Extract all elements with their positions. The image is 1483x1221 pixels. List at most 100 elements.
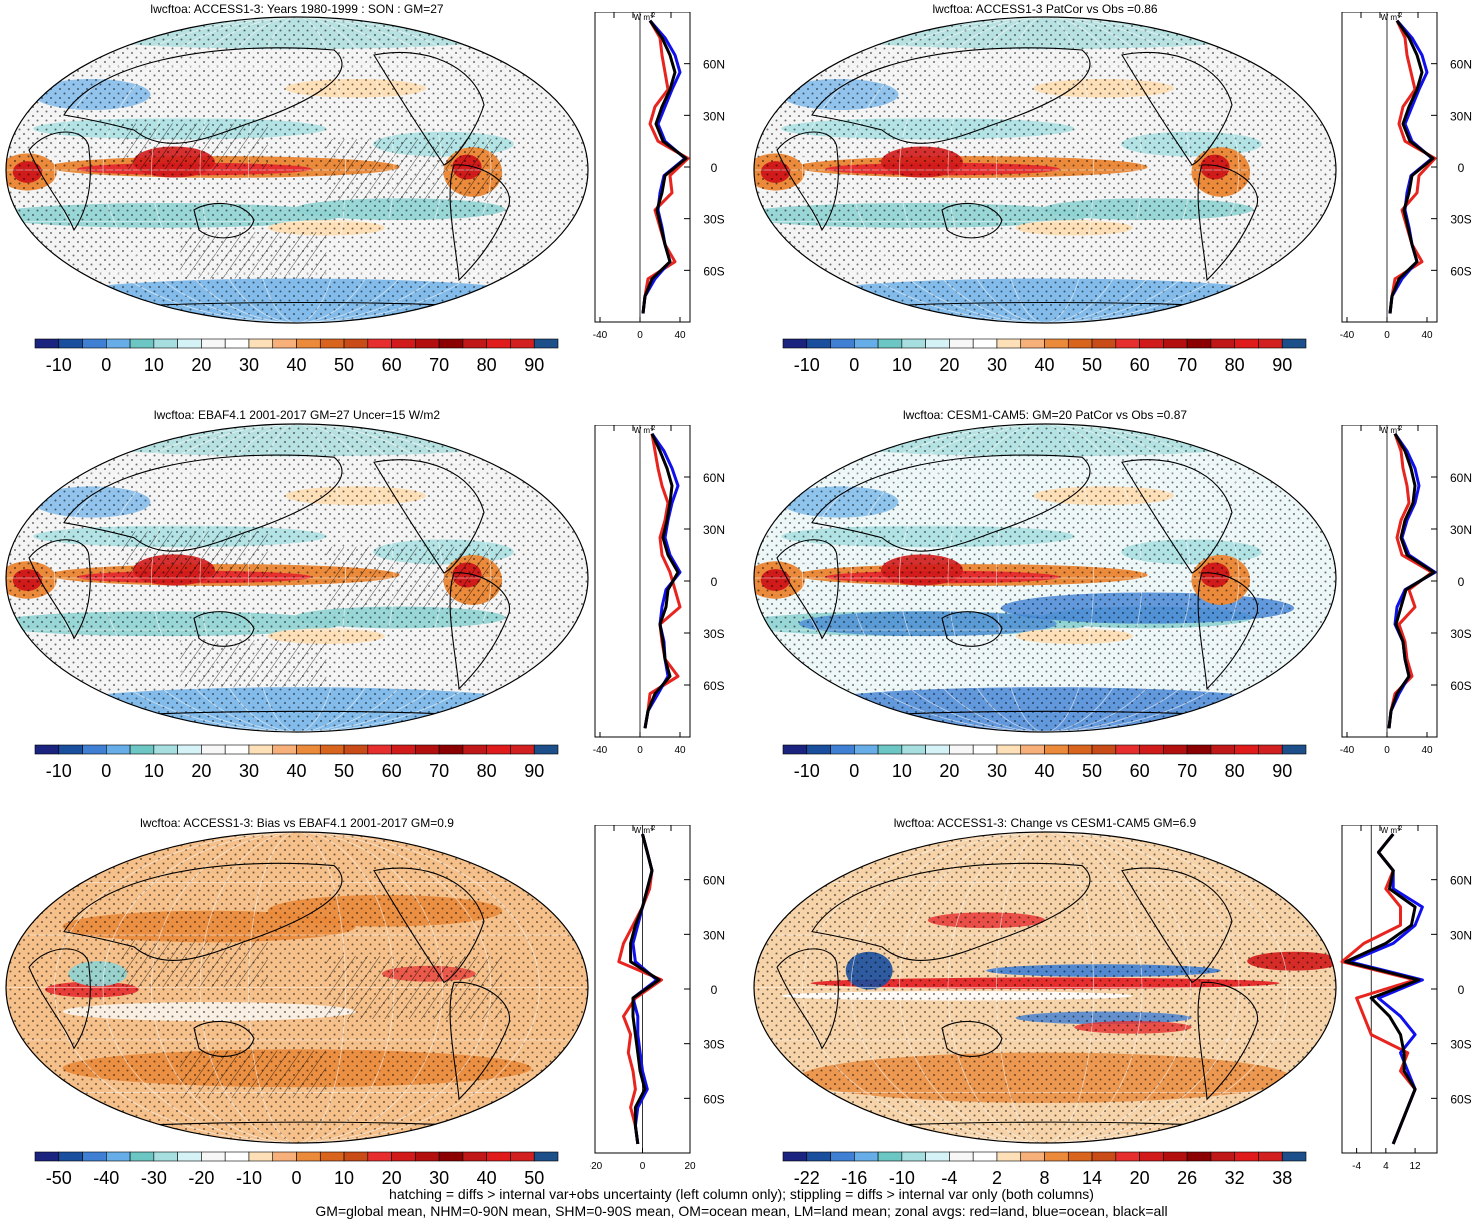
x-tick-label: 40 — [674, 745, 686, 756]
series-line-all — [1344, 833, 1421, 1145]
south-america-coast — [449, 164, 511, 282]
north-america-coast — [373, 51, 485, 166]
colorbar-swatch — [1091, 744, 1117, 755]
colorbar-swatch — [996, 744, 1022, 755]
south-america-coast — [1197, 572, 1259, 690]
lat-label: 30S — [1450, 627, 1471, 641]
eurasia-coast — [811, 454, 1091, 552]
africa-coast — [28, 948, 91, 1050]
colorbar-swatch — [1281, 338, 1307, 349]
australia-coast — [193, 202, 255, 239]
colorbar-label: -10 — [794, 355, 820, 375]
colorbar-swatch — [949, 338, 974, 349]
colorbar-swatch — [1186, 1151, 1212, 1162]
north-america-coast — [373, 459, 485, 574]
south-america-coast — [449, 572, 511, 690]
colorbar-swatch — [1258, 744, 1283, 755]
north-america-coast — [1121, 51, 1233, 166]
footer-line-1: hatching = diffs > internal var+obs unce… — [389, 1186, 1094, 1202]
colorbar-swatch — [177, 1151, 202, 1162]
colorbar-swatch — [319, 338, 345, 349]
africa-coast — [776, 131, 839, 232]
graticule — [754, 424, 1336, 732]
colorbar-label: 0 — [849, 761, 859, 781]
colorbar-swatch — [1258, 338, 1283, 349]
colorbar-swatch — [533, 1151, 559, 1162]
colorbar-swatch — [949, 744, 974, 755]
colorbar-swatch — [510, 338, 535, 349]
colorbar-swatch — [153, 744, 178, 755]
profile-units: W m-2 — [634, 426, 656, 435]
colorbar-label: 20 — [382, 1168, 402, 1188]
colorbar-swatch — [462, 1151, 487, 1162]
colorbar-swatch — [1091, 338, 1117, 349]
colorbar-label: 50 — [1082, 761, 1102, 781]
colorbar-label: -50 — [46, 1168, 72, 1188]
colorbar-label: -10 — [794, 761, 820, 781]
colorbar-label: 10 — [144, 355, 164, 375]
colorbar-boxes — [782, 744, 1307, 755]
colorbar-label: 70 — [1177, 355, 1197, 375]
lat-label: 30N — [703, 523, 725, 537]
colorbar-ebaf-obs: -10 0 10 20 30 40 50 60 70 80 90 — [34, 744, 578, 790]
colorbar-swatch — [1115, 1151, 1140, 1162]
lat-label: 0 — [1458, 983, 1465, 997]
colorbar-swatch — [82, 1151, 107, 1162]
colorbar-label: 40 — [286, 761, 306, 781]
lat-label: 0 — [711, 161, 718, 175]
colorbar-swatch — [272, 744, 297, 755]
africa-coast — [28, 131, 91, 232]
colorbar-label: 90 — [1272, 761, 1292, 781]
colorbar-swatch — [201, 1151, 226, 1162]
map-outline — [753, 423, 1337, 733]
australia-coast — [941, 611, 1003, 647]
lat-label: 30N — [1450, 109, 1472, 123]
colorbar-swatch — [1139, 744, 1164, 755]
colorbar-swatch — [201, 338, 226, 349]
colorbar-swatch — [343, 744, 369, 755]
x-tick-label: 40 — [1421, 330, 1433, 341]
lat-label: 60S — [1450, 1092, 1471, 1106]
colorbar-label: 40 — [477, 1168, 497, 1188]
x-tick-label: -40 — [593, 745, 608, 756]
lat-label: 30S — [703, 627, 724, 641]
colorbar-swatch — [58, 744, 83, 755]
colorbar-swatch — [877, 338, 903, 349]
map-access-change — [752, 830, 1338, 1150]
colorbar-label: 40 — [286, 355, 306, 375]
colorbar-label: 0 — [101, 761, 111, 781]
colorbar-swatch — [415, 338, 440, 349]
colorbar-swatch — [510, 744, 535, 755]
colorbar-swatch — [925, 338, 950, 349]
x-tick-label: -40 — [593, 330, 608, 341]
colorbar-access-bias: -50 -40 -30 -20 -10 0 10 20 30 40 50 — [34, 1151, 578, 1197]
colorbar-swatch — [925, 744, 950, 755]
australia-coast — [193, 611, 255, 647]
lat-label: 30S — [703, 213, 724, 227]
graticule — [6, 17, 588, 323]
map-ebaf-obs — [4, 422, 590, 739]
colorbar-swatch — [1044, 744, 1069, 755]
colorbar-swatch — [854, 338, 879, 349]
map-access-patcor — [752, 15, 1338, 330]
colorbar-boxes — [34, 1151, 559, 1162]
colorbar-swatch — [1044, 338, 1069, 349]
colorbar-swatch — [1210, 338, 1235, 349]
panel-title: lwcftoa: ACCESS1-3 PatCor vs Obs =0.86 — [932, 2, 1158, 16]
footer-line-2: GM=global mean, NHM=0-90N mean, SHM=0-90… — [315, 1203, 1168, 1219]
x-tick-label: -4 — [1352, 1161, 1361, 1172]
colorbar-swatch — [830, 1151, 855, 1162]
colorbar-label: 40 — [1034, 355, 1054, 375]
panel-title: lwcftoa: ACCESS1-3: Change vs CESM1-CAM5… — [893, 816, 1197, 830]
zonal-profile-cesm-climatology: W m-2 60N 30N 0 30S 60S -40 0 40 — [1337, 424, 1482, 764]
africa-coast — [776, 539, 839, 640]
colorbar-swatch — [367, 744, 392, 755]
colorbar-label: 30 — [239, 355, 259, 375]
graticule — [6, 424, 588, 732]
x-tick-label: 0 — [640, 1161, 646, 1172]
colorbar-label: 80 — [477, 761, 497, 781]
colorbar-swatch — [1091, 1151, 1117, 1162]
colorbar-swatch — [129, 744, 155, 755]
colorbar-swatch — [1186, 744, 1212, 755]
colorbar-label: -16 — [841, 1168, 867, 1188]
